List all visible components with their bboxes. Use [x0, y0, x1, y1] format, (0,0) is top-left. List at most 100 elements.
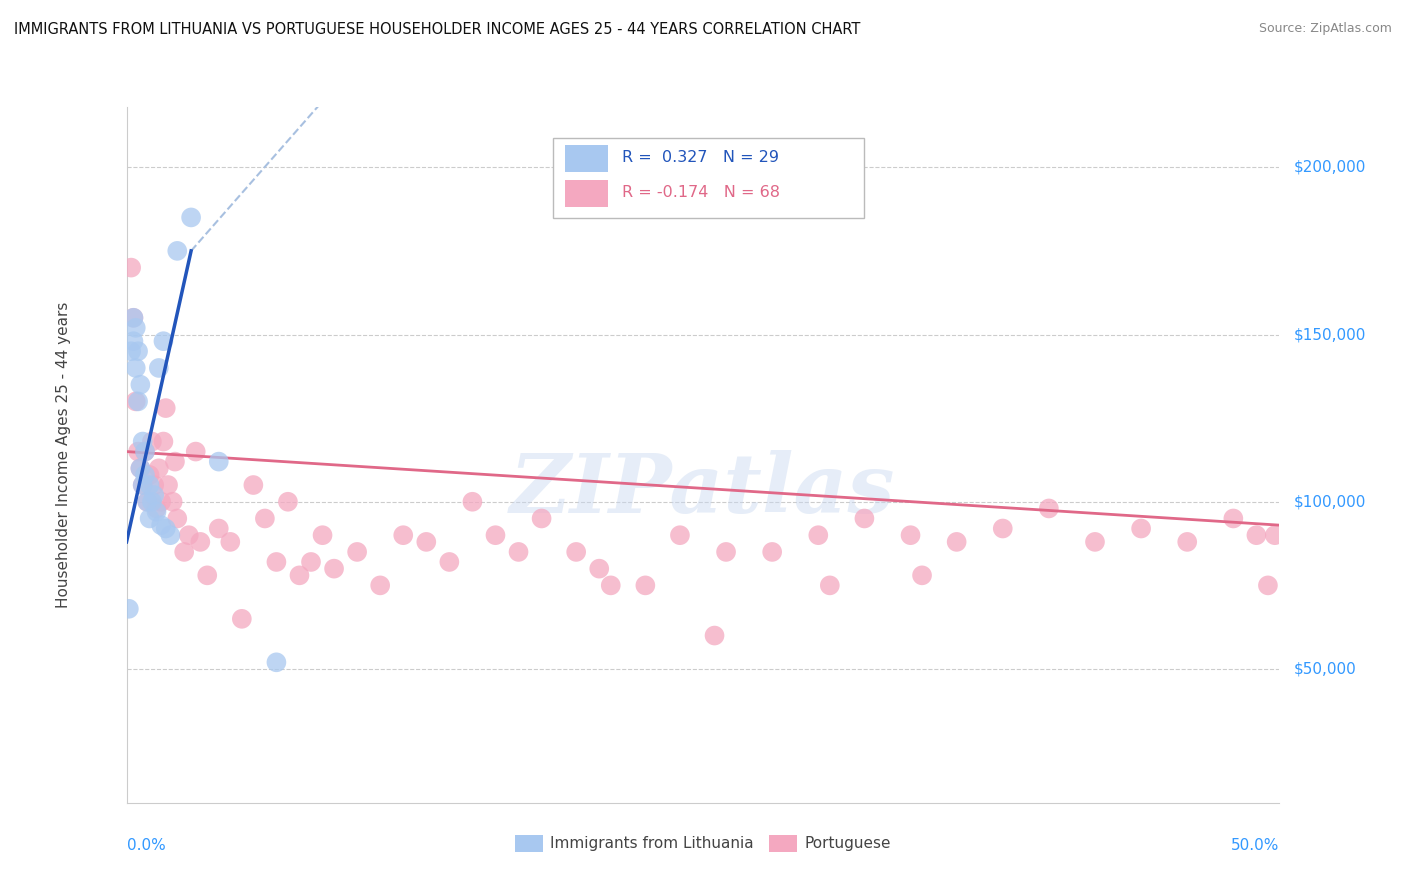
Point [714, 545, 737, 559]
Point [152, 334, 174, 349]
Point [118, 602, 141, 616]
Point [136, 494, 159, 508]
Point [288, 568, 311, 582]
Point [991, 521, 1014, 535]
Point [129, 461, 152, 475]
Point [208, 455, 231, 469]
Point [184, 444, 207, 458]
Point [131, 478, 153, 492]
Point [150, 518, 173, 533]
Point [484, 528, 506, 542]
Point [900, 528, 922, 542]
Point [1257, 578, 1279, 592]
Point [253, 511, 276, 525]
Point [761, 545, 783, 559]
Point [129, 461, 152, 475]
Point [134, 467, 156, 482]
Point [415, 534, 437, 549]
Text: Source: ZipAtlas.com: Source: ZipAtlas.com [1258, 22, 1392, 36]
Point [159, 528, 181, 542]
Point [392, 528, 415, 542]
Text: IMMIGRANTS FROM LITHUANIA VS PORTUGUESE HOUSEHOLDER INCOME AGES 25 - 44 YEARS CO: IMMIGRANTS FROM LITHUANIA VS PORTUGUESE … [14, 22, 860, 37]
Point [208, 521, 231, 535]
Point [368, 578, 391, 592]
Text: $200,000: $200,000 [1294, 160, 1365, 175]
Point [145, 501, 167, 516]
FancyBboxPatch shape [565, 145, 609, 172]
Point [129, 377, 152, 392]
Point [1038, 501, 1060, 516]
Point [166, 244, 188, 258]
Point [150, 494, 173, 508]
Point [669, 528, 692, 542]
Point [588, 562, 610, 576]
Point [807, 528, 830, 542]
Point [565, 545, 588, 559]
Point [1246, 528, 1268, 542]
Point [219, 534, 242, 549]
FancyBboxPatch shape [553, 138, 865, 219]
Point [277, 494, 299, 508]
Point [127, 394, 149, 409]
Point [1222, 511, 1244, 525]
Point [188, 534, 211, 549]
Point [231, 612, 253, 626]
Point [1264, 528, 1286, 542]
Text: 0.0%: 0.0% [127, 838, 166, 853]
Point [703, 628, 725, 642]
Point [945, 534, 967, 549]
Point [155, 521, 177, 535]
Point [180, 211, 202, 225]
Point [122, 310, 145, 325]
Text: $50,000: $50,000 [1294, 662, 1357, 676]
Text: 50.0%: 50.0% [1232, 838, 1279, 853]
Point [299, 555, 322, 569]
Point [152, 434, 174, 449]
Point [242, 478, 264, 492]
Point [1084, 534, 1107, 549]
Point [141, 434, 163, 449]
Point [155, 401, 177, 416]
Text: ZIPatlas: ZIPatlas [510, 450, 896, 530]
Point [162, 494, 184, 508]
Point [131, 434, 153, 449]
Point [266, 555, 288, 569]
Point [195, 568, 218, 582]
Text: R =  0.327   N = 29: R = 0.327 N = 29 [623, 151, 779, 165]
Point [157, 478, 180, 492]
Text: Householder Income Ages 25 - 44 years: Householder Income Ages 25 - 44 years [56, 301, 70, 608]
FancyBboxPatch shape [565, 180, 609, 207]
Point [127, 344, 149, 359]
Point [818, 578, 841, 592]
Point [125, 361, 148, 376]
Point [853, 511, 876, 525]
Point [143, 488, 166, 502]
Point [1130, 521, 1153, 535]
Point [311, 528, 333, 542]
Point [163, 455, 186, 469]
Point [134, 444, 156, 458]
Point [599, 578, 621, 592]
Point [125, 394, 148, 409]
Point [461, 494, 484, 508]
Point [138, 478, 160, 492]
Point [127, 444, 149, 458]
Point [266, 655, 288, 669]
Point [173, 545, 195, 559]
Point [439, 555, 461, 569]
Point [122, 334, 145, 349]
Point [911, 568, 934, 582]
Point [148, 461, 170, 475]
Point [136, 494, 159, 508]
Point [148, 361, 170, 376]
Point [138, 467, 160, 482]
Point [125, 320, 148, 334]
Point [166, 511, 188, 525]
Point [1175, 534, 1198, 549]
Point [141, 494, 163, 508]
Point [120, 344, 142, 359]
Point [120, 260, 142, 275]
Point [138, 511, 160, 525]
Point [634, 578, 657, 592]
Text: $100,000: $100,000 [1294, 494, 1365, 509]
